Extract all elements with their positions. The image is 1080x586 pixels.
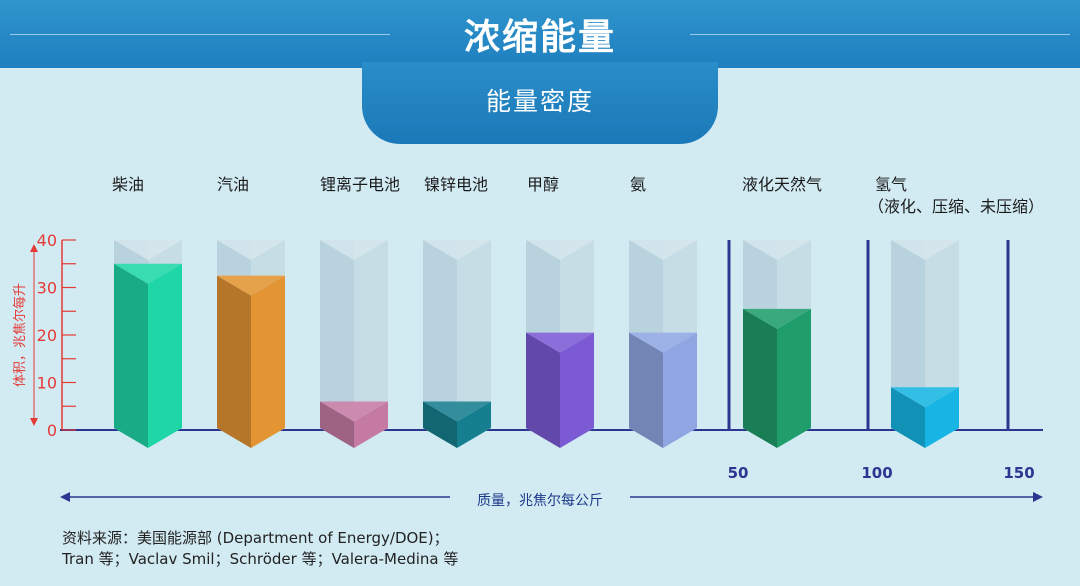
y-tick-label: 10 <box>37 374 57 393</box>
x-tick-label: 100 <box>861 464 892 482</box>
x-axis-arrow-head-left <box>60 492 70 502</box>
bar-top-ammonia <box>629 332 697 353</box>
category-label-diesel: 柴油 <box>112 175 145 194</box>
bar-left-face-nizn-battery <box>423 401 457 448</box>
bar-left-face-methanol <box>526 332 560 448</box>
header-divider-left <box>10 34 390 35</box>
bar-top-lng <box>743 308 811 329</box>
source-line-2: Tran 等；Vaclav Smil；Schröder 等；Valera-Med… <box>62 550 459 568</box>
y-tick-label: 40 <box>37 231 57 250</box>
subtitle-label: 能量密度 <box>485 87 594 116</box>
bar-right-face-lng <box>777 308 811 448</box>
y-axis-arrow-head-bottom <box>30 418 38 426</box>
y-tick-label: 30 <box>37 279 57 298</box>
container-top-nizn-battery <box>423 240 491 260</box>
category-label-ammonia: 氨 <box>630 175 647 194</box>
container-top-hydrogen <box>891 240 959 260</box>
category-label-hydrogen: 氢气 <box>875 175 908 194</box>
container-top-li-ion-battery <box>320 240 388 260</box>
category-label-lng: 液化天然气 <box>742 175 823 194</box>
bar-right-face-diesel <box>148 263 182 448</box>
x-axis-title: 质量，兆焦尔每公斤 <box>477 493 603 509</box>
bar-left-face-diesel <box>114 263 148 448</box>
y-axis-title: 体积，兆焦尔每升 <box>12 283 28 387</box>
page-title: 浓缩能量 <box>463 17 616 58</box>
container-top-methanol <box>526 240 594 260</box>
bar-top-gasoline <box>217 275 285 296</box>
container-top-gasoline <box>217 240 285 260</box>
container-right-face-nizn-battery <box>457 240 491 448</box>
bar-top-methanol <box>526 332 594 353</box>
y-axis-arrow-head-top <box>30 244 38 252</box>
container-left-face-li-ion-battery <box>320 240 354 448</box>
bar-top-hydrogen <box>891 387 959 408</box>
bar-left-face-li-ion-battery <box>320 401 354 448</box>
container-right-face-li-ion-battery <box>354 240 388 448</box>
bar-left-face-lng <box>743 308 777 448</box>
category-label-nizn-battery: 镍锌电池 <box>424 175 489 194</box>
bar-right-face-hydrogen <box>925 387 959 448</box>
bar-right-face-li-ion-battery <box>354 401 388 448</box>
bar-left-face-gasoline <box>217 275 251 448</box>
source-line-1: 资料来源：美国能源部 (Department of Energy/DOE)； <box>62 529 449 547</box>
bar-left-face-hydrogen <box>891 387 925 448</box>
category-label-gasoline: 汽油 <box>217 175 250 194</box>
header-band: 浓缩能量 <box>0 0 1080 68</box>
bar-top-li-ion-battery <box>320 401 388 422</box>
bar-right-face-ammonia <box>663 332 697 448</box>
source-note: 资料来源：美国能源部 (Department of Energy/DOE)； T… <box>62 528 458 570</box>
category-note-hydrogen: （液化、压缩、未压缩） <box>868 197 1045 216</box>
subtitle-tab: 能量密度 <box>362 62 718 144</box>
x-axis-arrow-head-right <box>1033 492 1043 502</box>
y-tick-label: 20 <box>37 326 57 345</box>
container-top-lng <box>743 240 811 260</box>
bar-right-face-methanol <box>560 332 594 448</box>
bar-left-face-ammonia <box>629 332 663 448</box>
category-label-methanol: 甲醇 <box>527 175 560 194</box>
category-label-li-ion-battery: 锂离子电池 <box>320 175 401 194</box>
bar-top-nizn-battery <box>423 401 491 422</box>
container-left-face-nizn-battery <box>423 240 457 448</box>
container-top-diesel <box>114 240 182 260</box>
x-tick-label: 50 <box>728 464 749 482</box>
header-divider-right <box>690 34 1070 35</box>
x-tick-label: 150 <box>1003 464 1034 482</box>
bar-right-face-gasoline <box>251 275 285 448</box>
bar-right-face-nizn-battery <box>457 401 491 448</box>
bar-top-diesel <box>114 263 182 284</box>
y-tick-label: 0 <box>47 421 57 440</box>
container-top-ammonia <box>629 240 697 260</box>
